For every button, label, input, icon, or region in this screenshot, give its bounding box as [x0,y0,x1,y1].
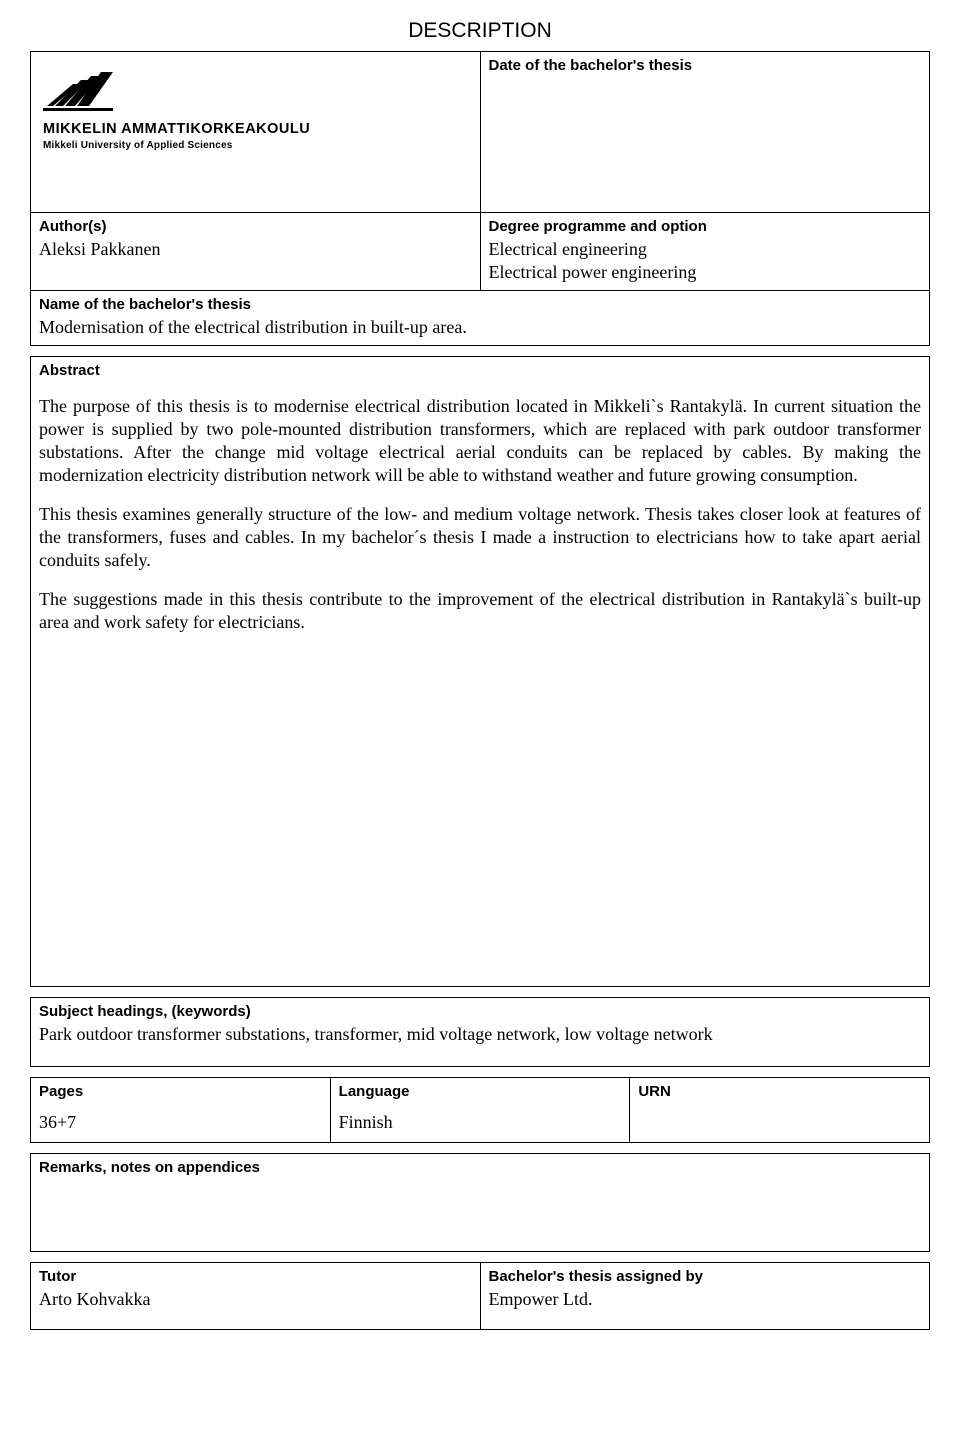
author-cell-spacer [31,270,481,291]
urn-cell: URN [630,1078,930,1143]
remarks-cell: Remarks, notes on appendices [31,1154,930,1252]
page-title: DESCRIPTION [30,18,930,45]
degree-label: Degree programme and option [489,217,922,236]
tutor-cell: Tutor Arto Kohvakka [31,1263,481,1330]
author-value: Aleksi Pakkanen [39,239,160,259]
abstract-p1: The purpose of this thesis is to moderni… [39,395,921,487]
language-label: Language [339,1082,622,1101]
tutor-value: Arto Kohvakka [39,1289,150,1309]
pages-label: Pages [39,1082,322,1101]
meta-table: Pages 36+7 Language Finnish URN [30,1077,930,1143]
tutor-label: Tutor [39,1267,472,1286]
abstract-label: Abstract [39,361,921,380]
abstract-spacer [39,650,921,980]
abstract-p3: The suggestions made in this thesis cont… [39,588,921,634]
thesis-name-label: Name of the bachelor's thesis [39,295,921,314]
subject-table: Subject headings, (keywords) Park outdoo… [30,997,930,1067]
urn-label: URN [638,1082,921,1101]
assigned-label: Bachelor's thesis assigned by [489,1267,922,1286]
thesis-name-cell: Name of the bachelor's thesis Modernisat… [31,291,930,346]
abstract-cell: Abstract The purpose of this thesis is t… [31,357,930,986]
abstract-p2: This thesis examines generally structure… [39,503,921,572]
author-cell: Author(s) Aleksi Pakkanen [31,212,481,270]
page: DESCRIPTION MIKKELIN AMMAT [0,0,960,1436]
logo-main-text: MIKKELIN AMMATTIKORKEAKOULU [43,120,468,139]
degree-cell: Degree programme and option Electrical e… [480,212,930,290]
assigned-cell: Bachelor's thesis assigned by Empower Lt… [480,1263,930,1330]
date-label: Date of the bachelor's thesis [489,56,922,75]
date-cell: Date of the bachelor's thesis [480,51,930,212]
degree-value-2: Electrical power engineering [489,262,697,282]
logo-sub-text: Mikkeli University of Applied Sciences [43,140,468,153]
pages-cell: Pages 36+7 [31,1078,331,1143]
language-value: Finnish [339,1111,622,1134]
subject-label: Subject headings, (keywords) [39,1002,921,1021]
abstract-table: Abstract The purpose of this thesis is t… [30,356,930,986]
subject-value: Park outdoor transformer substations, tr… [39,1024,713,1044]
logo-cell: MIKKELIN AMMATTIKORKEAKOULU Mikkeli Univ… [31,51,481,212]
remarks-table: Remarks, notes on appendices [30,1153,930,1252]
institution-logo: MIKKELIN AMMATTIKORKEAKOULU Mikkeli Univ… [39,56,472,157]
thesis-name-value: Modernisation of the electrical distribu… [39,317,467,337]
logo-icon [43,66,113,114]
author-label: Author(s) [39,217,472,236]
language-cell: Language Finnish [330,1078,630,1143]
header-table: MIKKELIN AMMATTIKORKEAKOULU Mikkeli Univ… [30,51,930,346]
subject-cell: Subject headings, (keywords) Park outdoo… [31,997,930,1066]
assigned-value: Empower Ltd. [489,1289,593,1309]
degree-value-1: Electrical engineering [489,239,647,259]
pages-value: 36+7 [39,1111,322,1134]
footer-table: Tutor Arto Kohvakka Bachelor's thesis as… [30,1262,930,1330]
remarks-label: Remarks, notes on appendices [39,1158,921,1177]
